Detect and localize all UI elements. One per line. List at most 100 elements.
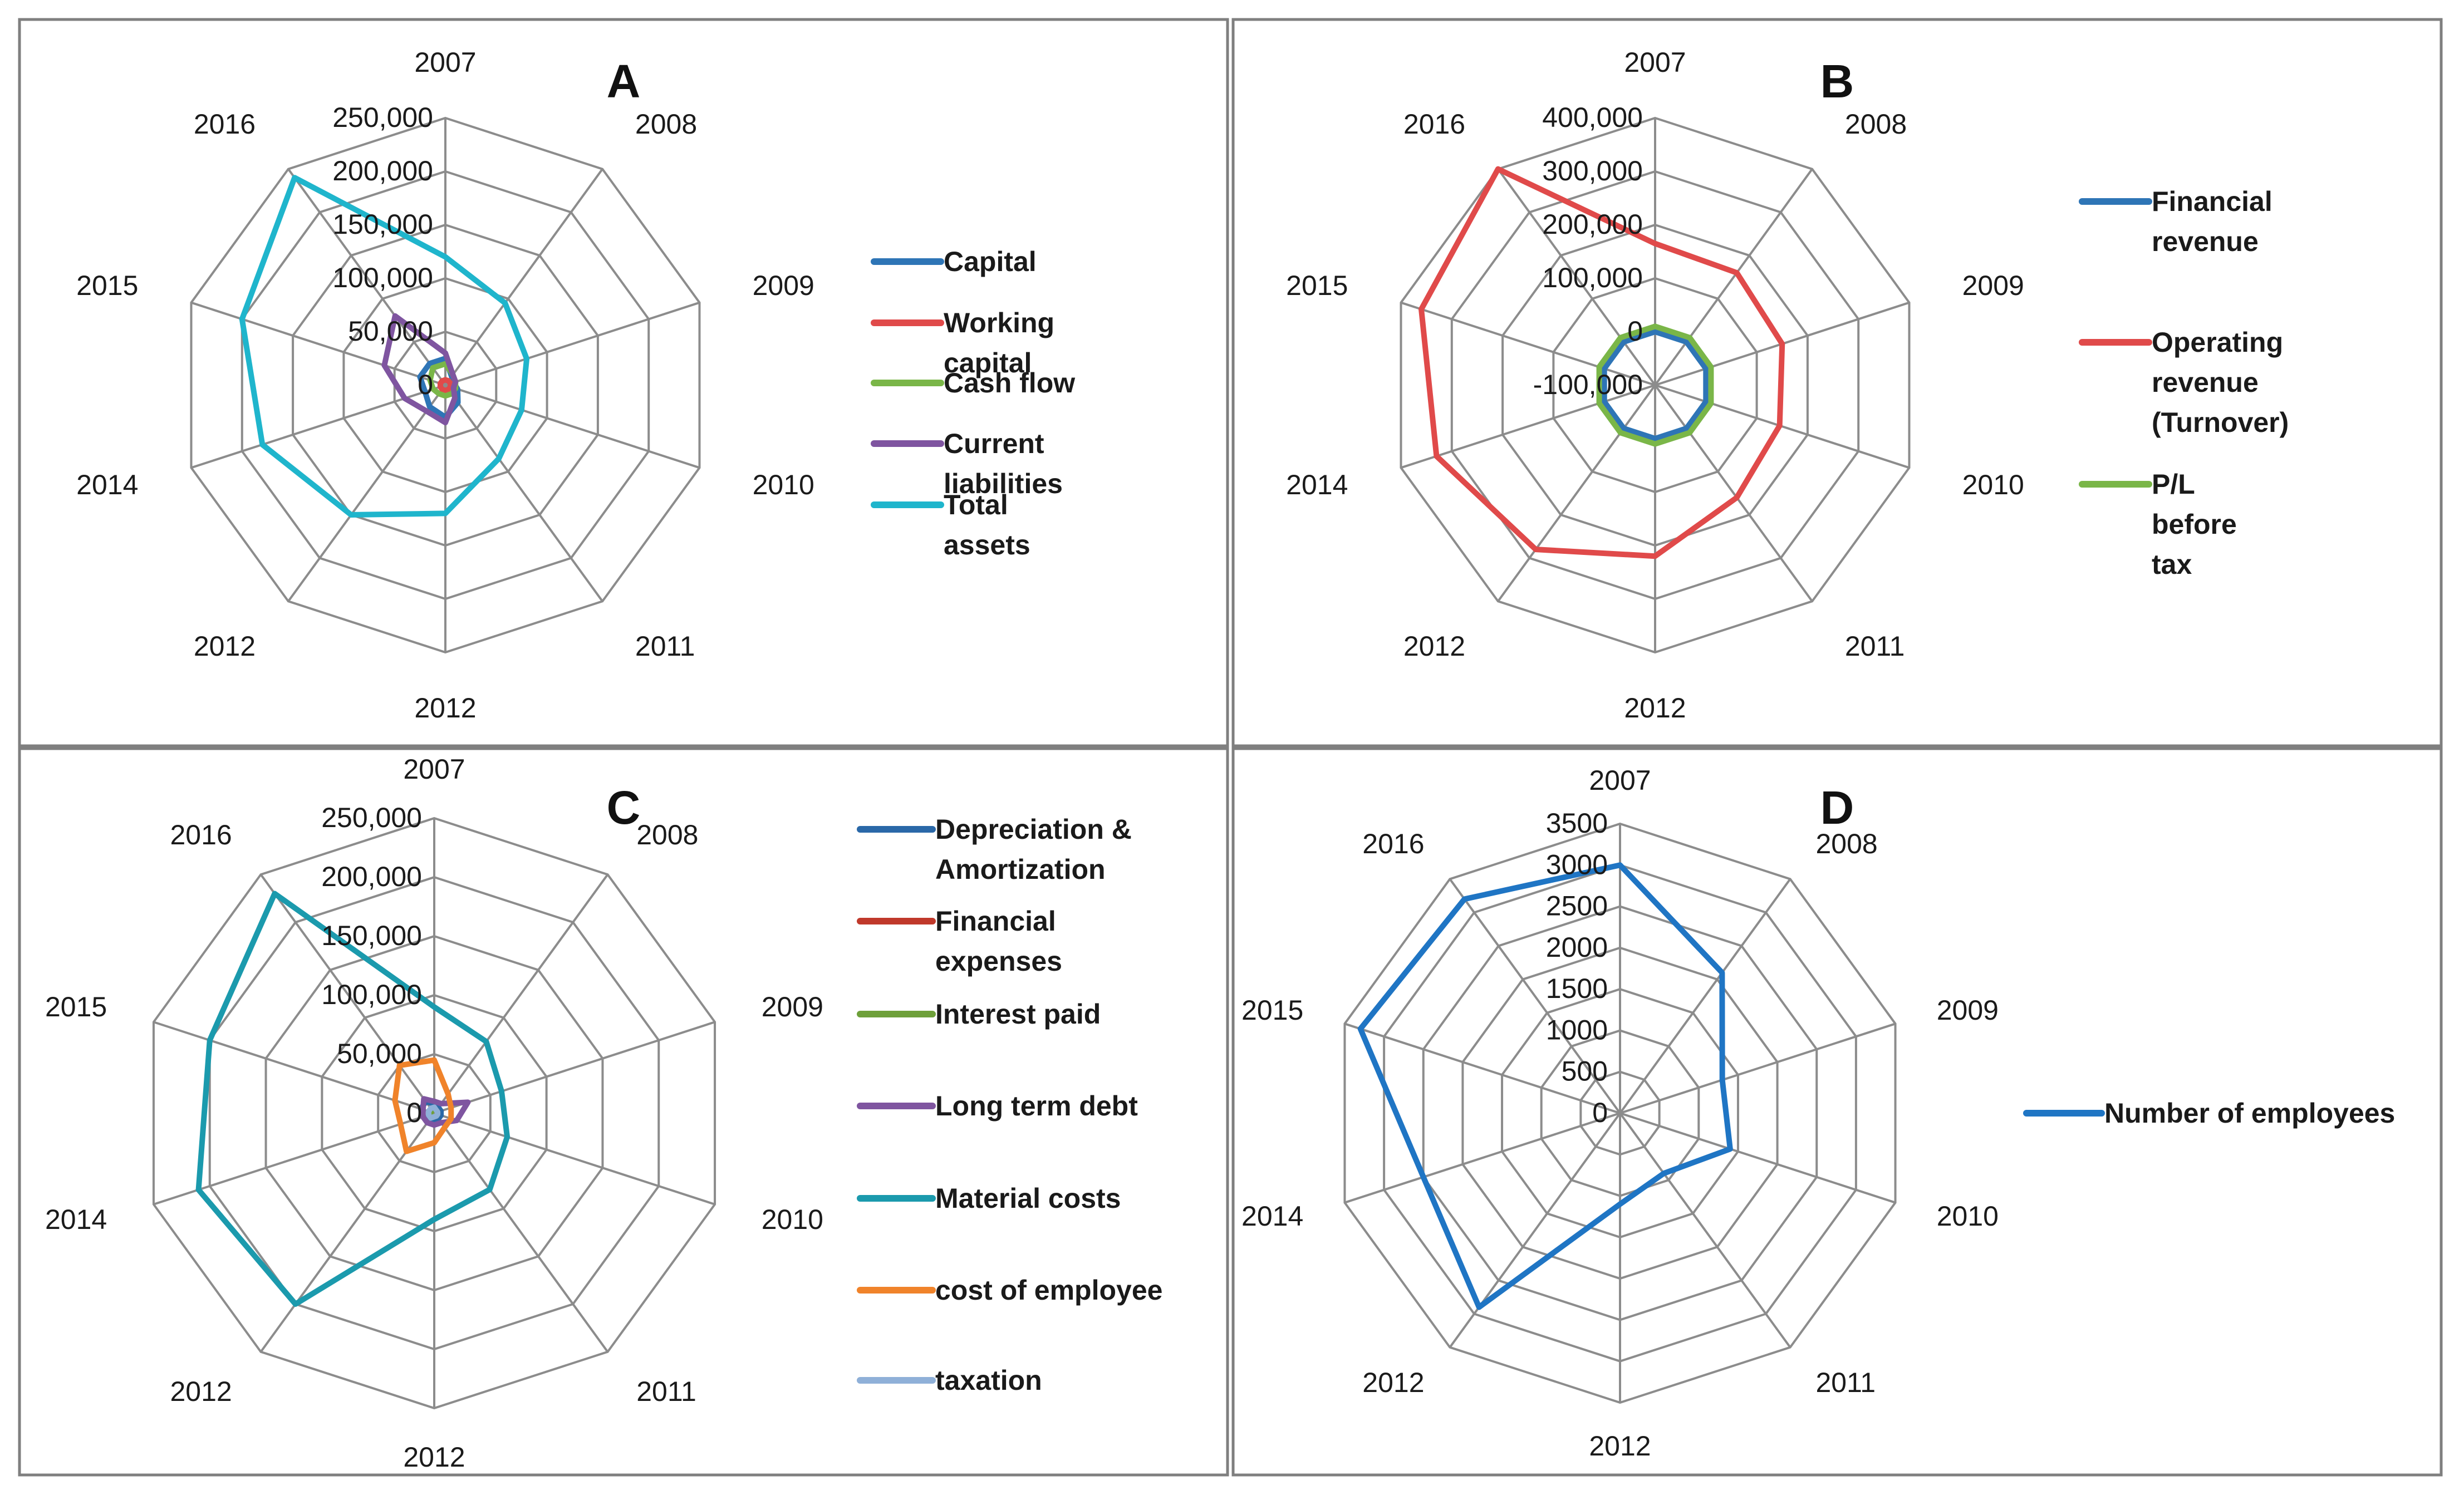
- axis-category-label: 2008: [636, 819, 698, 850]
- series-line-number-of-employees: [1357, 862, 1733, 1310]
- grid-spoke: [1449, 878, 1621, 1114]
- panel-frame: [18, 18, 1229, 747]
- axis-category-label: 2010: [762, 1204, 823, 1235]
- radial-tick-label: 500: [1562, 1056, 1608, 1087]
- grid-spoke: [1619, 1022, 1896, 1114]
- axis-category-label: 2012: [414, 692, 476, 724]
- axis-category-label: 2011: [1815, 1367, 1876, 1398]
- grid-spoke: [1497, 168, 1656, 386]
- radial-tick-label: 3500: [1546, 808, 1608, 839]
- axis-category-label: 2009: [753, 270, 814, 301]
- series-line-long-term-debt: [420, 1096, 471, 1128]
- panel-frame: [1231, 18, 2443, 747]
- grid-spoke: [153, 1021, 435, 1114]
- axis-category-label: 2011: [1845, 631, 1905, 662]
- radial-tick-label: 300,000: [1542, 155, 1643, 186]
- axis-category-label: 2015: [1286, 270, 1348, 301]
- radial-tick-label: 1000: [1546, 1014, 1608, 1045]
- axis-category-label: 2012: [1362, 1367, 1424, 1398]
- grid-spoke: [1400, 301, 1656, 386]
- axis-category-label: 2008: [1815, 828, 1877, 859]
- series-line-operating-revenue-turnover: [1418, 166, 1785, 559]
- legend-label: Long term debt: [935, 1090, 1138, 1122]
- axis-category-label: 2016: [170, 819, 232, 850]
- axis-category-label: 2015: [45, 991, 107, 1022]
- grid-spoke: [445, 301, 700, 386]
- legend-label: Interest paid: [935, 999, 1101, 1030]
- grid-spoke: [434, 1021, 715, 1114]
- grid-spoke: [1400, 384, 1656, 469]
- axis-category-label: 2007: [1624, 47, 1686, 78]
- axis-category-label: 2010: [1962, 469, 2024, 500]
- radial-tick-label: -100,000: [1533, 369, 1643, 400]
- legend-label: P/L before tax: [2152, 469, 2237, 580]
- series-line-cost-of-employee: [392, 1057, 454, 1154]
- grid-spoke: [190, 301, 446, 386]
- axis-category-label: 2012: [194, 631, 256, 662]
- panel-frame: [18, 747, 1229, 1477]
- radial-tick-label: 250,000: [321, 802, 422, 833]
- axis-category-label: 2010: [1937, 1201, 1999, 1232]
- radial-tick-label: 100,000: [321, 979, 422, 1010]
- axis-category-label: 2012: [1624, 692, 1686, 724]
- grid-spoke: [1344, 1022, 1621, 1114]
- grid-spoke: [1344, 1112, 1621, 1204]
- axis-category-label: 2012: [1589, 1430, 1651, 1462]
- legend: Number of employees: [2023, 1098, 2395, 1129]
- axis-category-label: 2011: [636, 1376, 696, 1407]
- radial-tick-label: 50,000: [348, 316, 433, 347]
- axis-category-label: 2014: [45, 1204, 107, 1235]
- series-line-current-liabilities: [381, 313, 459, 426]
- grid-spoke: [445, 384, 700, 469]
- axis-category-label: 2015: [76, 270, 138, 301]
- legend-label: Operating revenue (Turnover): [2152, 327, 2289, 438]
- legend-label: taxation: [935, 1365, 1042, 1396]
- legend-label: Material costs: [935, 1183, 1121, 1214]
- panel-frame: [1231, 747, 2443, 1477]
- axis-category-label: 2009: [1937, 995, 1999, 1026]
- radial-tick-label: 200,000: [321, 861, 422, 892]
- radial-tick-label: 50,000: [337, 1038, 422, 1069]
- grid-spoke: [1619, 1112, 1791, 1348]
- axis-category-label: 2014: [76, 469, 138, 500]
- legend-label: Current liabilities: [944, 428, 1063, 499]
- panel-letter: B: [1820, 55, 1854, 107]
- radial-tick-label: 100,000: [1542, 262, 1643, 293]
- axis-category-label: 2009: [762, 991, 823, 1022]
- grid-spoke: [287, 168, 446, 386]
- legend-label: cost of employee: [935, 1275, 1162, 1306]
- grid-spoke: [1654, 384, 1813, 602]
- axis-category-label: 2007: [1589, 765, 1651, 796]
- axis-category-label: 2014: [1286, 469, 1348, 500]
- grid-spoke: [434, 1112, 715, 1206]
- grid-spoke: [259, 874, 435, 1114]
- axis-category-label: 2012: [1403, 631, 1465, 662]
- radar-panel-a: 0 50,000 100,000 150,000 200,000 250,000 2007 2…: [18, 18, 1229, 747]
- radial-tick-label: 0: [1627, 316, 1643, 347]
- series-line-working-capital: [437, 377, 454, 394]
- radial-tick-label: 0: [406, 1097, 422, 1128]
- legend-label: Total assets: [944, 489, 1030, 560]
- radial-tick-label: 0: [418, 369, 433, 400]
- axis-category-label: 2010: [753, 469, 814, 500]
- legend-label: Number of employees: [2104, 1098, 2395, 1129]
- radial-tick-label: 3000: [1546, 849, 1608, 880]
- legend-label: Working capital: [944, 307, 1054, 378]
- radial-tick-label: 1500: [1546, 973, 1608, 1004]
- radial-tick-label: 200,000: [1542, 209, 1643, 240]
- legend-label: Depreciation & Amortization: [935, 814, 1132, 885]
- legend-label: Capital: [944, 246, 1037, 277]
- panel-letter: A: [607, 55, 641, 107]
- grid-spoke: [444, 384, 603, 602]
- grid-spoke: [444, 168, 603, 386]
- grid-spoke: [287, 384, 446, 602]
- grid-spoke: [1619, 878, 1791, 1114]
- radar-panel-c: 0 50,000 100,000 150,000 200,000 250,000 2007 2…: [18, 747, 1229, 1477]
- series-line-p-l-before-tax: [1596, 323, 1714, 447]
- axis-category-label: 2007: [414, 47, 476, 78]
- axis-category-label: 2011: [635, 631, 695, 662]
- radial-tick-label: 150,000: [321, 920, 422, 951]
- legend-label: Financial expenses: [935, 906, 1062, 977]
